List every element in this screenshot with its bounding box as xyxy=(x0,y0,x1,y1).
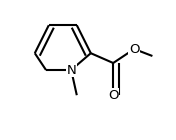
Text: O: O xyxy=(129,43,139,55)
Text: O: O xyxy=(108,89,118,102)
Text: N: N xyxy=(66,64,76,76)
